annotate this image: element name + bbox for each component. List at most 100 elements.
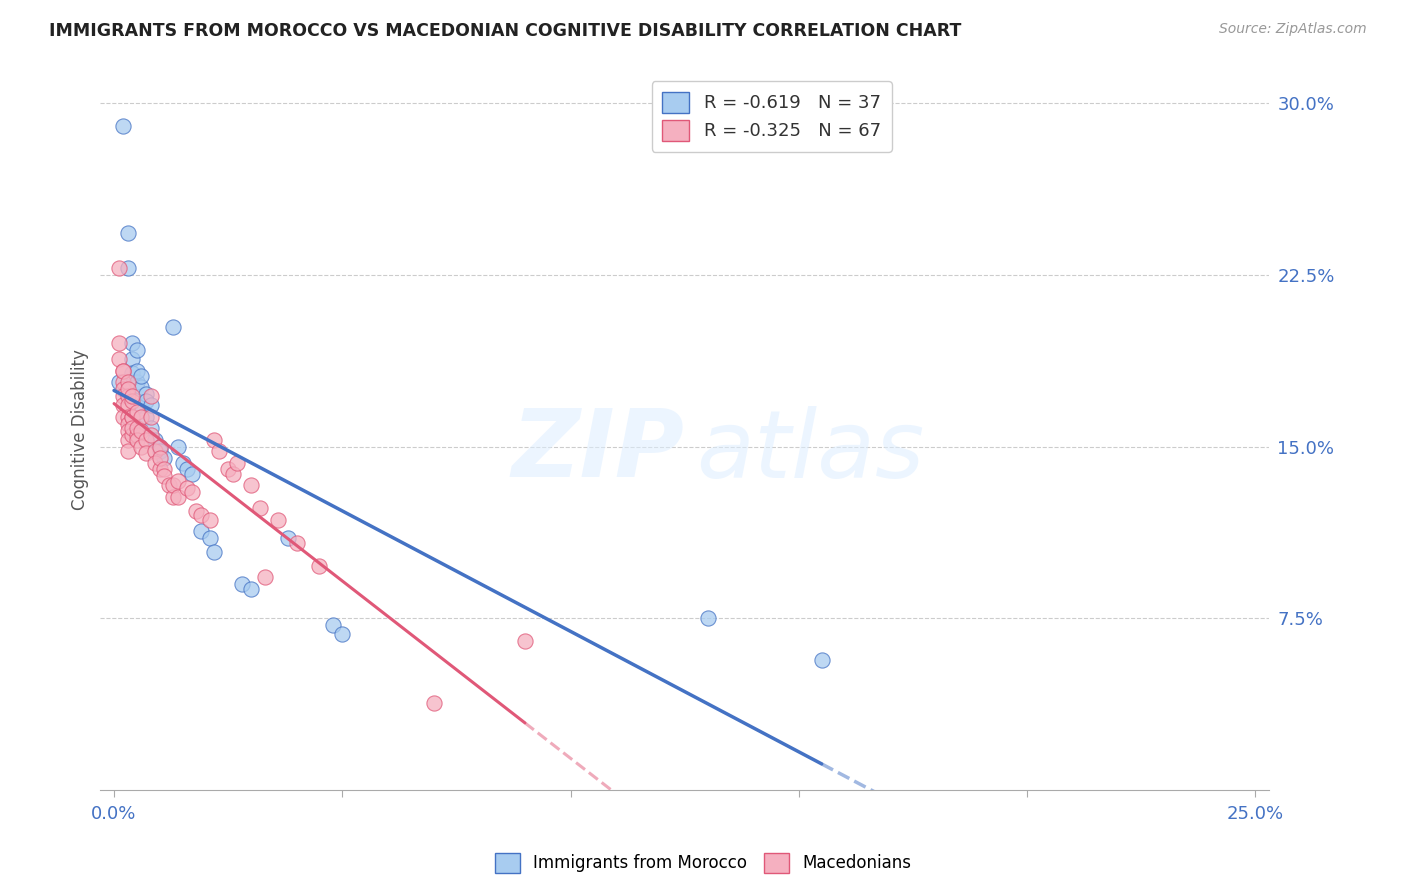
Point bbox=[180, 485, 202, 500]
Point bbox=[112, 119, 135, 133]
Point bbox=[121, 409, 143, 424]
Point bbox=[167, 474, 190, 488]
Point bbox=[135, 387, 157, 401]
Point bbox=[117, 409, 139, 424]
Point bbox=[190, 508, 212, 523]
Point bbox=[131, 424, 153, 438]
Point bbox=[121, 352, 143, 367]
Y-axis label: Cognitive Disability: Cognitive Disability bbox=[72, 349, 89, 510]
Point bbox=[125, 428, 148, 442]
Point bbox=[226, 456, 249, 470]
Text: IMMIGRANTS FROM MOROCCO VS MACEDONIAN COGNITIVE DISABILITY CORRELATION CHART: IMMIGRANTS FROM MOROCCO VS MACEDONIAN CO… bbox=[49, 22, 962, 40]
Point bbox=[135, 446, 157, 460]
Point bbox=[139, 428, 162, 442]
Point bbox=[117, 398, 139, 412]
Point bbox=[125, 405, 148, 419]
Point bbox=[125, 343, 148, 358]
Point bbox=[198, 531, 221, 545]
Point bbox=[112, 364, 135, 378]
Point bbox=[112, 376, 135, 390]
Point bbox=[172, 456, 194, 470]
Point bbox=[149, 450, 172, 465]
Point bbox=[810, 652, 832, 666]
Point bbox=[167, 440, 190, 454]
Point bbox=[125, 364, 148, 378]
Point bbox=[249, 501, 271, 516]
Point bbox=[139, 409, 162, 424]
Text: ZIP: ZIP bbox=[512, 405, 685, 497]
Point bbox=[422, 696, 444, 710]
Point bbox=[117, 417, 139, 431]
Point bbox=[117, 227, 139, 241]
Point bbox=[117, 376, 139, 390]
Point bbox=[285, 535, 308, 549]
Point bbox=[149, 440, 172, 454]
Point bbox=[107, 336, 129, 351]
Point bbox=[117, 260, 139, 275]
Point bbox=[107, 260, 129, 275]
Point bbox=[204, 545, 226, 559]
Point bbox=[176, 462, 198, 476]
Point bbox=[121, 336, 143, 351]
Point bbox=[143, 456, 166, 470]
Point bbox=[157, 478, 180, 492]
Point bbox=[135, 409, 157, 424]
Point bbox=[121, 428, 143, 442]
Point bbox=[121, 409, 143, 424]
Point bbox=[253, 570, 276, 584]
Point bbox=[125, 433, 148, 447]
Point bbox=[162, 478, 184, 492]
Point bbox=[125, 376, 148, 390]
Point bbox=[121, 421, 143, 435]
Point bbox=[112, 382, 135, 396]
Point bbox=[162, 320, 184, 334]
Point bbox=[131, 368, 153, 383]
Point bbox=[149, 444, 172, 458]
Point bbox=[330, 627, 353, 641]
Point bbox=[121, 389, 143, 403]
Point bbox=[208, 444, 231, 458]
Legend: R = -0.619   N = 37, R = -0.325   N = 67: R = -0.619 N = 37, R = -0.325 N = 67 bbox=[651, 81, 891, 152]
Point bbox=[149, 462, 172, 476]
Point bbox=[107, 376, 129, 390]
Point bbox=[190, 524, 212, 539]
Point bbox=[117, 424, 139, 438]
Point bbox=[117, 382, 139, 396]
Point bbox=[107, 352, 129, 367]
Point bbox=[139, 398, 162, 412]
Point bbox=[231, 577, 253, 591]
Point bbox=[198, 513, 221, 527]
Point bbox=[180, 467, 202, 481]
Point bbox=[153, 462, 176, 476]
Point bbox=[240, 582, 263, 596]
Point bbox=[153, 469, 176, 483]
Point bbox=[112, 398, 135, 412]
Point bbox=[217, 462, 239, 476]
Point bbox=[131, 380, 153, 394]
Point bbox=[696, 611, 718, 625]
Point bbox=[149, 440, 172, 454]
Point bbox=[167, 490, 190, 504]
Point bbox=[143, 433, 166, 447]
Point bbox=[267, 513, 290, 527]
Point bbox=[117, 389, 139, 403]
Point bbox=[143, 444, 166, 458]
Point bbox=[153, 450, 176, 465]
Point bbox=[162, 490, 184, 504]
Point bbox=[139, 389, 162, 403]
Point bbox=[112, 364, 135, 378]
Point bbox=[131, 409, 153, 424]
Point bbox=[117, 433, 139, 447]
Point bbox=[135, 393, 157, 408]
Point bbox=[112, 389, 135, 403]
Point bbox=[117, 444, 139, 458]
Text: atlas: atlas bbox=[696, 406, 925, 497]
Point bbox=[125, 421, 148, 435]
Point bbox=[186, 504, 208, 518]
Legend: Immigrants from Morocco, Macedonians: Immigrants from Morocco, Macedonians bbox=[488, 847, 918, 880]
Point bbox=[240, 478, 263, 492]
Point bbox=[204, 433, 226, 447]
Point bbox=[112, 409, 135, 424]
Point bbox=[222, 467, 245, 481]
Point bbox=[322, 618, 344, 632]
